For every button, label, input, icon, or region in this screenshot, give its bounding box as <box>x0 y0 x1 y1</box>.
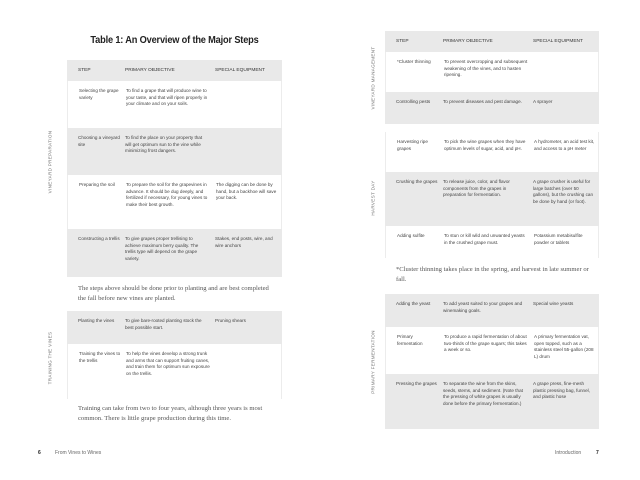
cell-equipment: A sprayer <box>533 99 553 104</box>
table-row: Primary fermentation To produce a rapid f… <box>385 327 599 374</box>
cell-objective: To prevent overcropping and subsequent w… <box>444 59 528 78</box>
cell-step: Controlling pests <box>396 99 431 104</box>
cell-step: Crushing the grapes <box>396 179 438 184</box>
section-label-vineyard-management: VINEYARD MANAGEMENT <box>370 46 376 110</box>
cell-equipment: A grape press, fine-mesh plastic pressin… <box>533 381 590 400</box>
cell-step: STEP <box>78 68 91 73</box>
table-row: Adding the yeast To add yeast suited to y… <box>385 294 599 327</box>
cell-objective: To produce a rapid fermentation of about… <box>444 334 527 353</box>
table-row: Harvesting ripe grapes To pick the wine g… <box>385 132 599 172</box>
cell-step: Constructing a trellis <box>78 236 120 241</box>
cell-objective: To add yeast suited to your grapes and w… <box>443 301 523 313</box>
cell-objective: To stun or kill wild and unwanted yeasts… <box>444 233 525 245</box>
cell-step: Preparing the soil <box>79 182 115 187</box>
cell-objective: To release juice, color, and flavor comp… <box>443 179 510 198</box>
table-row: Preparing the soil To prepare the soil fo… <box>67 175 282 229</box>
cell-objective: To find the place on your property that … <box>125 135 203 154</box>
cell-objective: To find a grape that will produce wine t… <box>126 88 208 107</box>
cell-step: Adding the yeast <box>396 301 431 306</box>
cell-equipment: A grape crusher is useful for large batc… <box>533 179 594 204</box>
cell-objective: To give bare-rooted planting stock the b… <box>125 318 202 330</box>
cell-objective: To give grapes proper trellising to achi… <box>125 236 199 261</box>
cell-equipment: A hydrometer, an acid test kit, and acce… <box>534 139 595 151</box>
cell-objective: PRIMARY OBJECTIVE <box>125 68 175 73</box>
cell-step: Choosing a vineyard site <box>78 135 120 147</box>
cell-objective: PRIMARY OBJECTIVE <box>443 39 493 44</box>
table-header-row: STEP PRIMARY OBJECTIVE SPECIAL EQUIPMENT <box>67 60 282 81</box>
cell-equipment: Pruning shears <box>215 318 246 323</box>
cell-objective: To prevent diseases and pest damage. <box>443 99 522 104</box>
cell-objective: To pick the wine grapes when they have o… <box>444 139 526 151</box>
cell-equipment: SPECIAL EQUIPMENT <box>215 68 265 73</box>
table-header-row: STEP PRIMARY OBJECTIVE SPECIAL EQUIPMENT <box>385 31 599 52</box>
cell-equipment: A primary fermentation vat, open topped,… <box>534 334 594 359</box>
table-row: *Cluster thinning To prevent overcropping… <box>385 52 599 92</box>
section-label-primary-fermentation: PRIMARY FERMENTATION <box>370 330 376 394</box>
footnote: *Cluster thinning takes place in the spr… <box>396 266 589 283</box>
page-number: 6 <box>38 450 41 456</box>
table-row: Adding sulfite To stun or kill wild and u… <box>385 226 599 258</box>
cell-equipment: Potassium metabisulfite powder or tablet… <box>534 233 583 245</box>
table-title: Table 1: An Overview of the Major Steps <box>90 34 259 46</box>
cell-equipment: The digging can be done by hand, but a b… <box>216 182 277 201</box>
running-title: Introduction <box>555 450 582 456</box>
cell-step: Harvesting ripe grapes <box>397 139 428 151</box>
cell-step: Selecting the grape variety <box>79 88 119 100</box>
table-row: Controlling pests To prevent diseases and… <box>385 92 599 124</box>
section-label-vineyard-preparation: VINEYARD PREPARATION <box>47 130 53 194</box>
cell-equipment: Stakes, end posts, wire, and wire anchor… <box>215 236 273 248</box>
table-row: Selecting the grape variety To find a gra… <box>67 81 282 128</box>
cell-step: Pressing the grapes <box>396 381 437 386</box>
cell-equipment: SPECIAL EQUIPMENT <box>533 39 583 44</box>
table-row: Planting the vines To give bare-rooted pl… <box>67 311 282 344</box>
cell-step: Training the vines to the trellis <box>79 351 121 363</box>
cell-objective: To separate the wine from the skins, see… <box>443 381 523 406</box>
cell-equipment: Special wine yeasts <box>533 301 574 306</box>
cell-step: Adding sulfite <box>397 233 425 238</box>
table-row: Training the vines to the trellis To help… <box>67 344 282 399</box>
table-row: Choosing a vineyard site To find the plac… <box>67 128 282 175</box>
table-row: Pressing the grapes To separate the wine … <box>385 374 599 429</box>
page-number: 7 <box>596 450 599 456</box>
section-label-harvest-day: HARVEST DAY <box>370 180 376 216</box>
paragraph: Training can take from two to four years… <box>78 405 263 422</box>
cell-step: Planting the vines <box>78 318 115 323</box>
cell-step: STEP <box>396 39 409 44</box>
table-row: Crushing the grapes To release juice, col… <box>385 172 599 226</box>
section-label-training-the-vines: TRAINING THE VINES <box>47 331 53 385</box>
cell-step: *Cluster thinning <box>397 59 431 64</box>
cell-objective: To prepare the soil for the grapevines i… <box>126 182 208 207</box>
paragraph: The steps above should be done prior to … <box>78 285 269 302</box>
running-title: From Vines to Wines <box>55 450 102 456</box>
cell-step: Primary fermentation <box>397 334 423 346</box>
cell-objective: To help the vines develop a strong trunk… <box>126 351 210 376</box>
table-row: Constructing a trellis To give grapes pro… <box>67 229 282 277</box>
